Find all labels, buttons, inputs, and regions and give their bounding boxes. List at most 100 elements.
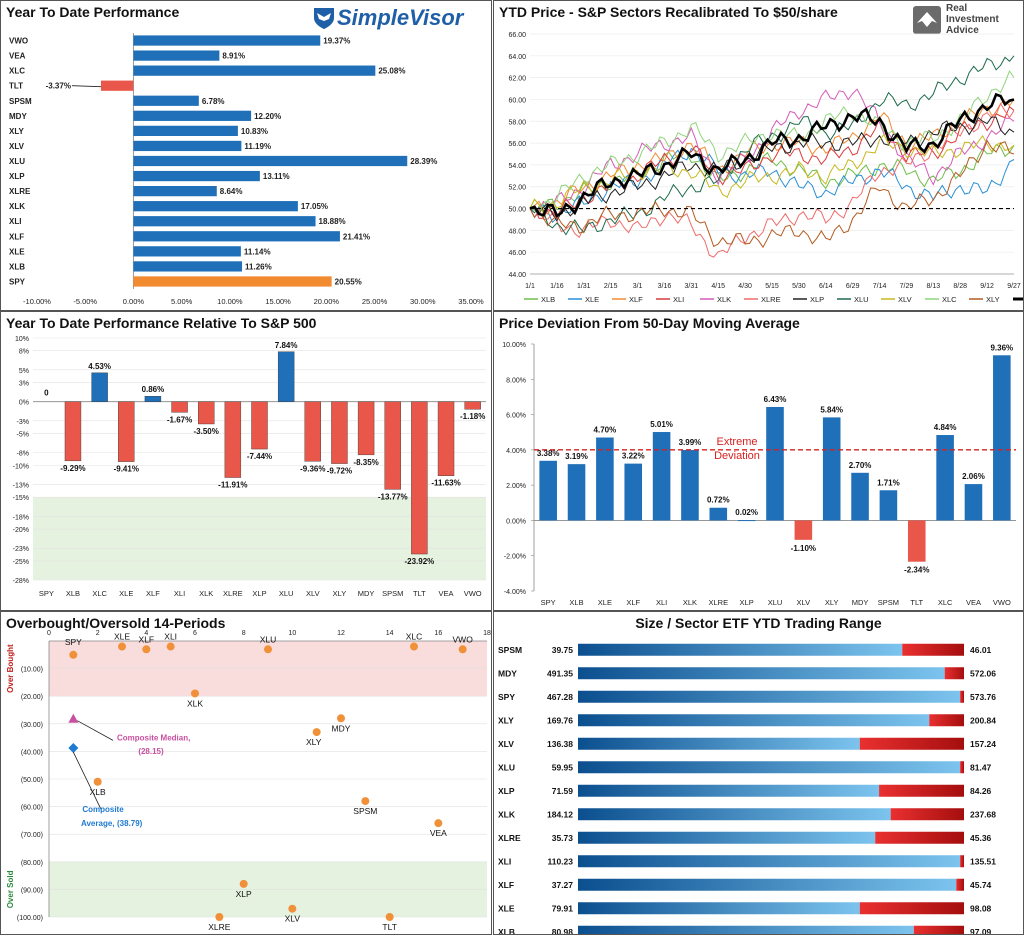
- y-tick-label: 10%: [15, 336, 29, 343]
- category-label: VEA: [966, 598, 981, 607]
- data-label: 4.84%: [934, 423, 957, 432]
- category-label: XLV: [797, 598, 811, 607]
- legend-label: XLU: [854, 295, 869, 304]
- data-label: 6.78%: [202, 97, 225, 106]
- x-tick-label: -10.00%: [23, 297, 51, 306]
- data-label: 28.39%: [410, 157, 437, 166]
- range-bar-blue: [578, 761, 961, 774]
- category-label: VWO: [464, 589, 482, 598]
- point-spsm: [361, 797, 370, 806]
- data-label: -13.77%: [378, 492, 408, 501]
- y-tick-label: 0%: [19, 400, 29, 407]
- bar-mdy: [851, 472, 869, 521]
- category-label: XLE: [598, 598, 612, 607]
- composite-average-value: (38.79): [117, 819, 143, 828]
- point-tlt: [385, 913, 394, 921]
- point-spy: [69, 650, 78, 659]
- y-tick-label: 60.00: [508, 97, 526, 104]
- median-leader: [77, 720, 114, 741]
- category-label: XLB: [66, 589, 80, 598]
- range-bar-blue: [578, 808, 891, 821]
- bar-xlk: [198, 401, 215, 425]
- bar-xlre: [224, 401, 242, 478]
- bar-spsm: [384, 401, 401, 490]
- category-label: MDY: [9, 112, 27, 121]
- x-tick-label: 3/31: [685, 283, 699, 290]
- bar-xly: [133, 125, 238, 137]
- category-label: SPY: [39, 589, 54, 598]
- composite-median-marker: [68, 713, 79, 723]
- x-tick-label: 1/1: [525, 283, 535, 290]
- data-label: 0.86%: [142, 385, 165, 394]
- y-tick-label: -5%: [17, 432, 29, 439]
- row-low: 39.75: [552, 645, 574, 655]
- data-label: 20.55%: [335, 277, 362, 286]
- ria-logo-text: Real Investment Advice: [946, 3, 999, 36]
- ytd-price-panel: YTD Price - S&P Sectors Recalibrated To …: [493, 0, 1024, 311]
- category-label: XLP: [252, 589, 266, 598]
- x-tick-label: 30.00%: [410, 297, 436, 306]
- overbought-label: Over Bought: [6, 644, 15, 693]
- bar-xlv: [794, 520, 813, 540]
- point-label: XLK: [187, 698, 203, 708]
- row-high: 45.36: [970, 833, 992, 843]
- bar-xlb: [567, 464, 586, 521]
- category-label: XLE: [119, 589, 133, 598]
- threshold-label: Deviation: [714, 450, 760, 462]
- row-ticker: XLB: [498, 927, 515, 935]
- category-label: XLI: [174, 589, 185, 598]
- category-label: VWO: [993, 598, 1011, 607]
- data-label: 8.64%: [220, 187, 243, 196]
- y-tick-label: 48.00: [508, 228, 526, 235]
- point-xli: [166, 642, 175, 651]
- label-leader: [71, 85, 101, 88]
- bar-xlre: [709, 507, 728, 521]
- composite-average-label: Composite: [82, 805, 124, 814]
- point-xlp: [239, 879, 248, 888]
- legend-label: XLB: [541, 295, 555, 304]
- category-label: XLI: [656, 598, 667, 607]
- range-bar-blue: [578, 737, 860, 750]
- row-high: 98.08: [970, 903, 992, 913]
- panel-title: YTD Price - S&P Sectors Recalibrated To …: [499, 4, 838, 20]
- overbought-oversold-panel: Overbought/Oversold 14-Periods (10.00) (2…: [0, 611, 492, 935]
- bar-xlc: [936, 435, 954, 521]
- range-bar-red: [960, 761, 964, 774]
- bar-tlt: [907, 520, 926, 562]
- category-label: VEA: [9, 52, 26, 61]
- data-label: 1.71%: [877, 478, 900, 487]
- category-label: XLI: [9, 217, 21, 226]
- bar-xlre: [133, 185, 217, 197]
- data-label: 4.70%: [594, 426, 617, 435]
- bar-xlu: [133, 155, 408, 167]
- bar-spy: [539, 460, 557, 521]
- x-tick-label: 7/29: [900, 283, 914, 290]
- x-tick-label: 5/30: [792, 283, 806, 290]
- category-label: XLRE: [708, 598, 728, 607]
- series-line-xli: [529, 105, 1015, 220]
- data-label: -9.29%: [60, 464, 85, 473]
- category-label: XLY: [825, 598, 839, 607]
- composite-average-marker: [68, 743, 79, 754]
- row-low: 37.27: [552, 880, 574, 890]
- point-label: XLU: [260, 634, 277, 644]
- x-tick-label: 0.00%: [123, 297, 145, 306]
- bar-xlb: [133, 261, 243, 272]
- category-label: XLV: [306, 589, 320, 598]
- category-label: XLE: [9, 247, 25, 256]
- panel-title: Year To Date Performance Relative To S&P…: [6, 315, 317, 331]
- x-tick-label: 25.00%: [362, 297, 388, 306]
- data-label: -9.72%: [327, 467, 352, 476]
- row-ticker: SPSM: [498, 645, 522, 655]
- point-label: SPY: [65, 637, 82, 647]
- y-tick-label: (70.00): [21, 832, 43, 839]
- x-tick-label: 2: [96, 630, 100, 637]
- bar-xlk: [133, 201, 298, 212]
- point-label: XLRE: [208, 922, 231, 932]
- row-low: 136.38: [547, 739, 573, 749]
- data-label: -2.34%: [904, 566, 929, 575]
- row-ticker: MDY: [498, 668, 517, 678]
- bar-xlu: [277, 351, 295, 402]
- x-tick-label: 8/28: [953, 283, 967, 290]
- category-label: XLY: [9, 127, 24, 136]
